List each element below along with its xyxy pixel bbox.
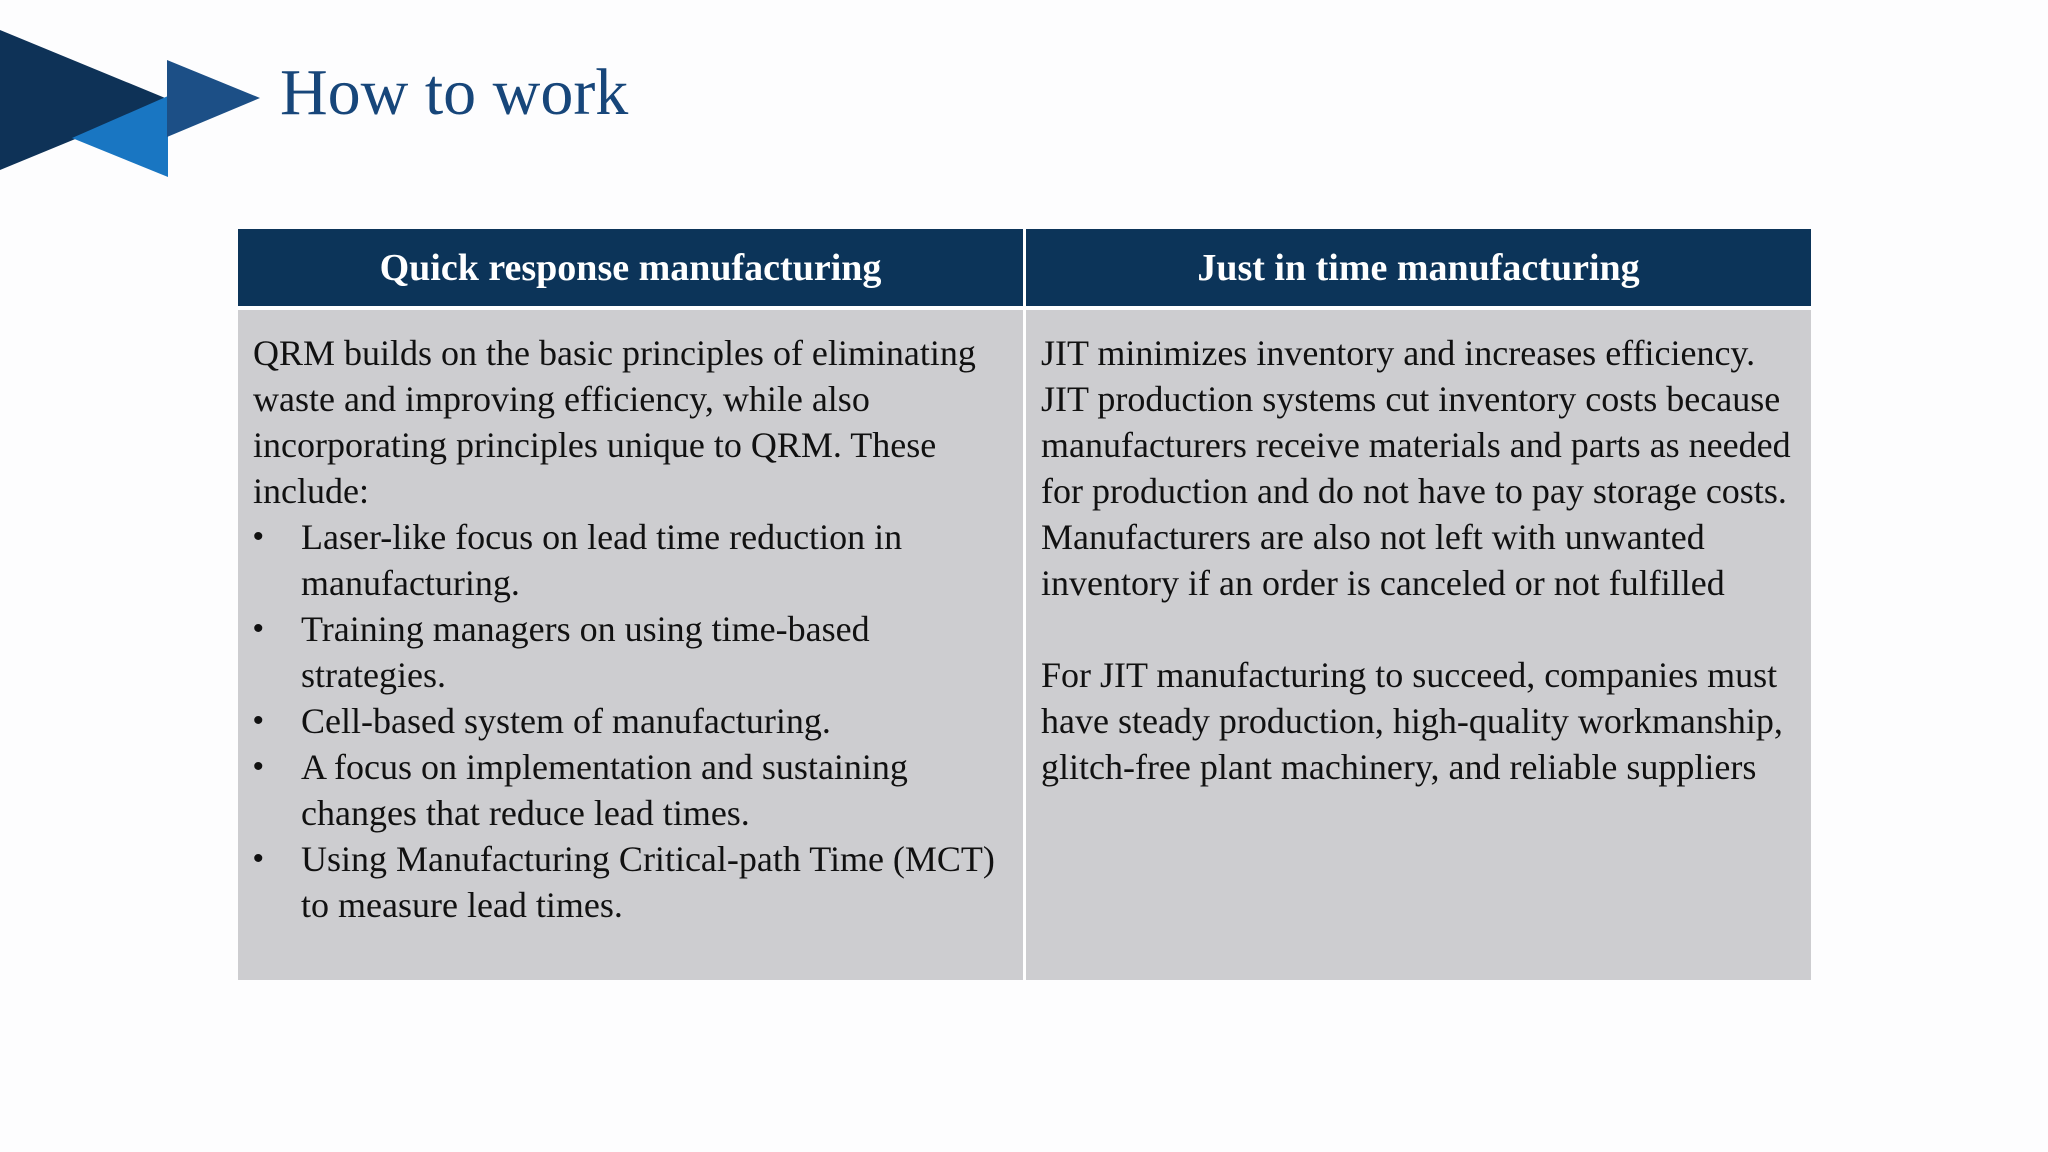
qrm-intro: QRM builds on the basic principles of el… — [253, 333, 976, 511]
header-qrm: Quick response manufacturing — [238, 229, 1023, 306]
jit-paragraph-1: JIT minimizes inventory and increases ef… — [1041, 333, 1791, 603]
logo-triangle-mid — [167, 60, 260, 137]
comparison-table: Quick response manufacturing Just in tim… — [238, 229, 1811, 980]
qrm-bullet: Cell-based system of manufacturing. — [253, 698, 1009, 744]
qrm-bullet: Training managers on using time-based st… — [253, 606, 1009, 698]
logo-triangle-dark — [0, 30, 170, 170]
logo-triangle-light — [72, 96, 168, 177]
slide-title: How to work — [280, 56, 629, 129]
column-divider — [1023, 229, 1026, 306]
qrm-bullet: Using Manufacturing Critical-path Time (… — [253, 836, 1009, 928]
brand-triangles-logo — [0, 30, 260, 177]
jit-cell: JIT minimizes inventory and increases ef… — [1026, 310, 1811, 980]
row-divider — [238, 306, 1811, 310]
qrm-bullet: Laser-like focus on lead time reduction … — [253, 514, 1009, 606]
qrm-bullet-list: Laser-like focus on lead time reduction … — [253, 514, 1009, 928]
paragraph-spacer — [1041, 606, 1797, 652]
column-divider — [1023, 310, 1026, 980]
qrm-bullet: A focus on implementation and sustaining… — [253, 744, 1009, 836]
qrm-cell: QRM builds on the basic principles of el… — [238, 310, 1023, 980]
header-jit: Just in time manufacturing — [1026, 229, 1811, 306]
jit-paragraph-2: For JIT manufacturing to succeed, compan… — [1041, 655, 1783, 787]
